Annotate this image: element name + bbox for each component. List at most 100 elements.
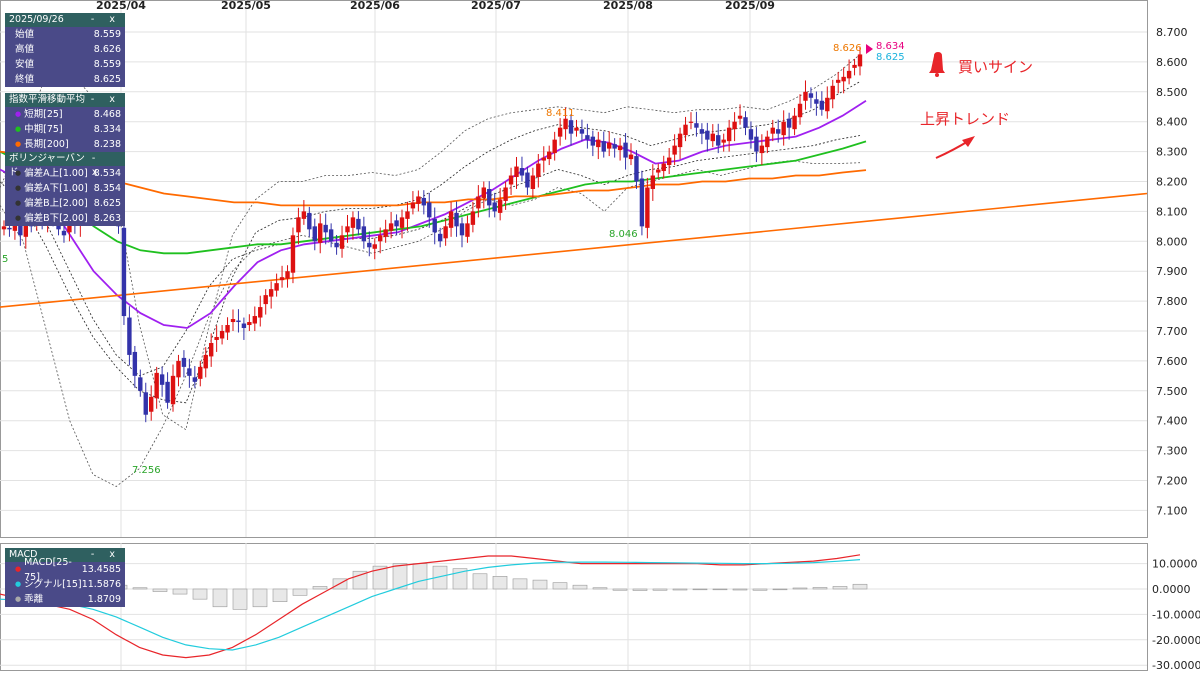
candle-body xyxy=(514,166,519,178)
bb-a-upper-dot: ● xyxy=(15,169,22,177)
candle-body xyxy=(23,217,29,237)
x-tick-label: 2025/09 xyxy=(725,0,775,12)
candle-body xyxy=(138,377,143,391)
candle-body xyxy=(765,136,770,148)
candle-body xyxy=(470,211,476,225)
candle-body xyxy=(241,323,247,329)
candle-body xyxy=(334,242,339,248)
macd-row-signal: ● シグナル[15] 11.5876 xyxy=(5,577,125,592)
candle-body xyxy=(699,129,705,134)
x-tick-label: 2025/05 xyxy=(221,0,271,12)
macd-histogram-bar xyxy=(252,588,268,608)
macd-histogram-bar xyxy=(552,582,568,590)
y-tick-label: 7.100 xyxy=(1156,504,1188,517)
candle-body xyxy=(159,374,165,385)
candle-body xyxy=(568,120,574,134)
bb-row-b-upper: ● 偏差B上[2.00] 8.625 xyxy=(5,196,125,211)
candle-body xyxy=(263,295,268,305)
candle-body xyxy=(149,396,154,412)
candle-body xyxy=(378,235,383,242)
high-value: 8.626 xyxy=(93,44,121,55)
ema-mid-value: 8.334 xyxy=(93,124,121,135)
candle-body xyxy=(410,202,416,209)
candle-body xyxy=(448,211,454,228)
ema-short-color-dot: ● xyxy=(15,110,22,118)
panel-controls[interactable]: - x xyxy=(90,94,121,105)
ohlc-date: 2025/09/26 xyxy=(9,14,64,25)
bollinger-band-line xyxy=(0,160,861,487)
open-value: 8.559 xyxy=(93,29,121,40)
candle-body xyxy=(198,366,203,379)
candle-body xyxy=(219,331,225,339)
candle-body xyxy=(852,64,857,68)
candle-body xyxy=(585,135,590,140)
ohlc-row-close: 終値 8.625 xyxy=(5,72,125,87)
candle-body xyxy=(481,187,486,198)
candle-body xyxy=(814,99,819,104)
ema-long-color-dot: ● xyxy=(15,140,22,148)
macd-histogram-bar xyxy=(752,588,768,591)
candle-body xyxy=(803,91,808,101)
ema-long-value: 8.238 xyxy=(93,139,121,150)
ema-panel-title: 指数平滑移動平均 xyxy=(9,94,86,105)
candle-body xyxy=(465,223,470,237)
panel-controls[interactable]: - x xyxy=(90,549,121,560)
candle-body xyxy=(579,129,585,134)
bb-a-lower-dot: ● xyxy=(15,184,22,192)
macd-value: 13.4585 xyxy=(81,564,121,575)
macd-histogram-bar xyxy=(532,579,548,590)
macd-y-tick-label: -10.0000 xyxy=(1152,608,1200,621)
candle-body xyxy=(574,127,579,131)
candle-body xyxy=(247,322,252,326)
open-label: 始値 xyxy=(15,29,35,40)
panel-controls[interactable]: - x xyxy=(90,14,121,25)
ema-mid-color-dot: ● xyxy=(15,125,22,133)
candle-body xyxy=(252,316,258,324)
candle-body xyxy=(225,325,230,333)
close-label: 終値 xyxy=(15,74,35,85)
y-tick-label: 8.100 xyxy=(1156,205,1188,218)
candle-body xyxy=(12,223,18,231)
candle-body xyxy=(688,121,694,123)
bb-b-upper-label: 偏差B上[2.00] xyxy=(24,198,88,209)
macd-histogram-bar xyxy=(452,568,468,590)
bb-b-lower-label: 偏差B下[2.00] xyxy=(24,213,88,224)
candle-body xyxy=(541,157,546,161)
candle-body xyxy=(165,381,170,403)
low-marker-label: 7.256 xyxy=(132,465,161,476)
y-tick-label: 8.300 xyxy=(1156,146,1188,159)
candle-body xyxy=(192,377,198,382)
macd-histogram-bar xyxy=(652,588,668,591)
high-label: 高値 xyxy=(15,44,35,55)
candle-body xyxy=(214,336,219,340)
local-high-marker-label: 8.411 xyxy=(546,108,575,119)
macd-y-tick-label: -30.0000 xyxy=(1152,659,1200,672)
macd-histogram-bar xyxy=(392,563,408,590)
candle-body xyxy=(748,129,754,140)
candle-body xyxy=(258,307,263,318)
bollinger-panel-header: ボリンジャーバンド - x xyxy=(5,152,125,178)
candle-body xyxy=(459,223,465,236)
diff-label: 乖離 xyxy=(24,594,44,605)
bollinger-band-line xyxy=(0,81,861,404)
diff-dot: ● xyxy=(15,595,22,603)
candle-body xyxy=(606,142,612,149)
low-label: 安値 xyxy=(15,59,35,70)
macd-histogram-bar xyxy=(152,588,168,592)
signal-label: シグナル[15] xyxy=(24,579,82,590)
macd-histogram-bar xyxy=(192,588,208,600)
candle-body xyxy=(645,187,650,228)
candle-body xyxy=(732,121,737,130)
candle-body xyxy=(361,226,367,242)
candle-body xyxy=(416,196,421,204)
candle-body xyxy=(694,123,699,128)
uptrend-arrow-icon xyxy=(935,136,975,159)
ema-line xyxy=(0,150,867,207)
candle-body xyxy=(476,196,481,209)
candle-body xyxy=(181,357,187,367)
macd-histogram-bar xyxy=(812,587,828,590)
panel-controls[interactable]: - x xyxy=(91,153,104,178)
candle-body xyxy=(677,133,683,148)
macd-histogram-bar xyxy=(592,587,608,590)
